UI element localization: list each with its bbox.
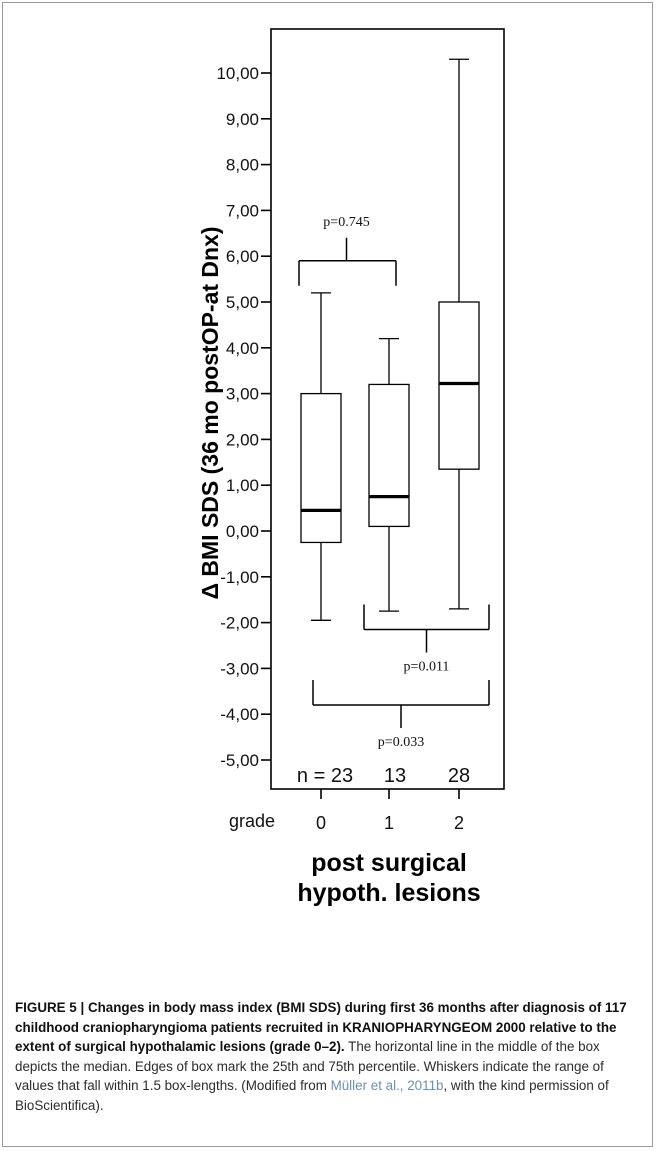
y-tick-label: -2,00 bbox=[220, 614, 259, 633]
box-group-grade-1 bbox=[368, 337, 410, 612]
y-tick-label: 2,00 bbox=[226, 430, 259, 449]
n-labels: n = 23 13 28 bbox=[297, 765, 470, 787]
comparison-bracket: p=0.011 bbox=[363, 604, 490, 674]
y-tick-label: -1,00 bbox=[220, 568, 259, 587]
caption-body-end: , with the kind permission of BioScienti… bbox=[15, 1078, 609, 1113]
x-axis-prefix: grade bbox=[229, 811, 275, 831]
figure-caption: FIGURE 5 | Changes in body mass index (B… bbox=[15, 998, 645, 1115]
y-tick-label: 5,00 bbox=[226, 293, 259, 312]
caption-body: The horizontal line in the middle of the… bbox=[15, 1039, 604, 1093]
y-tick-label: -3,00 bbox=[220, 659, 259, 678]
y-tick-label: 4,00 bbox=[226, 339, 259, 358]
p-value-label: p=0.033 bbox=[378, 735, 424, 750]
x-category-label: 2 bbox=[454, 813, 464, 833]
y-tick-label: -4,00 bbox=[220, 705, 259, 724]
y-tick-label: -5,00 bbox=[220, 751, 259, 770]
box-plot-chart: 10,009,008,007,006,005,004,003,002,001,0… bbox=[197, 28, 505, 907]
y-tick-label: 10,00 bbox=[216, 64, 259, 83]
y-tick-label: 6,00 bbox=[226, 247, 259, 266]
box-group-grade-2 bbox=[438, 58, 480, 610]
plot-area: 10,00 9,00 8,00 7,00 6,00 5,00 4,00 3,00 2,00 1,0… bbox=[216, 28, 505, 790]
y-tick-label: 7,00 bbox=[226, 201, 259, 220]
comparison-bracket: p=0.745 bbox=[298, 215, 397, 286]
y-axis-ticks: 10,00 9,00 8,00 7,00 6,00 5,00 4,00 3,00 2,00 1,0… bbox=[216, 64, 271, 770]
p-value-label: p=0.745 bbox=[323, 215, 369, 230]
iqr-box bbox=[300, 392, 342, 544]
box-group-grade-0 bbox=[300, 292, 342, 621]
x-axis-title-line-1: post surgical bbox=[311, 849, 467, 877]
comparison-brackets: p=0.745 p=0.011 p=0.033 bbox=[298, 215, 490, 750]
n-label-grade-1: 13 bbox=[384, 765, 406, 787]
caption-reference-link[interactable]: Müller et al., 2011b bbox=[330, 1078, 444, 1093]
x-axis-title-line-2: hypoth. lesions bbox=[297, 879, 480, 907]
x-axis-categories: 0 1 2 bbox=[316, 789, 464, 833]
comparison-bracket: p=0.033 bbox=[312, 680, 490, 750]
y-tick-label: 9,00 bbox=[226, 110, 259, 129]
caption-figure-label: FIGURE 5 | Changes in body mass index (B… bbox=[15, 1000, 627, 1054]
n-label-grade-0: n = 23 bbox=[297, 765, 353, 787]
plot-border bbox=[270, 28, 505, 790]
y-tick-label: 8,00 bbox=[226, 156, 259, 175]
box-groups bbox=[300, 58, 480, 621]
y-tick-label: 1,00 bbox=[226, 476, 259, 495]
y-tick-label: 0,00 bbox=[226, 522, 259, 541]
y-tick-label: 3,00 bbox=[226, 385, 259, 404]
x-category-label: 1 bbox=[384, 813, 394, 833]
y-axis-label: Δ BMI SDS (36 mo postOP-at Dnx) bbox=[197, 226, 223, 599]
p-value-label: p=0.011 bbox=[404, 659, 450, 674]
n-label-grade-2: 28 bbox=[448, 765, 470, 787]
iqr-box bbox=[438, 301, 480, 470]
x-category-label: 0 bbox=[316, 813, 326, 833]
iqr-box bbox=[368, 383, 410, 528]
